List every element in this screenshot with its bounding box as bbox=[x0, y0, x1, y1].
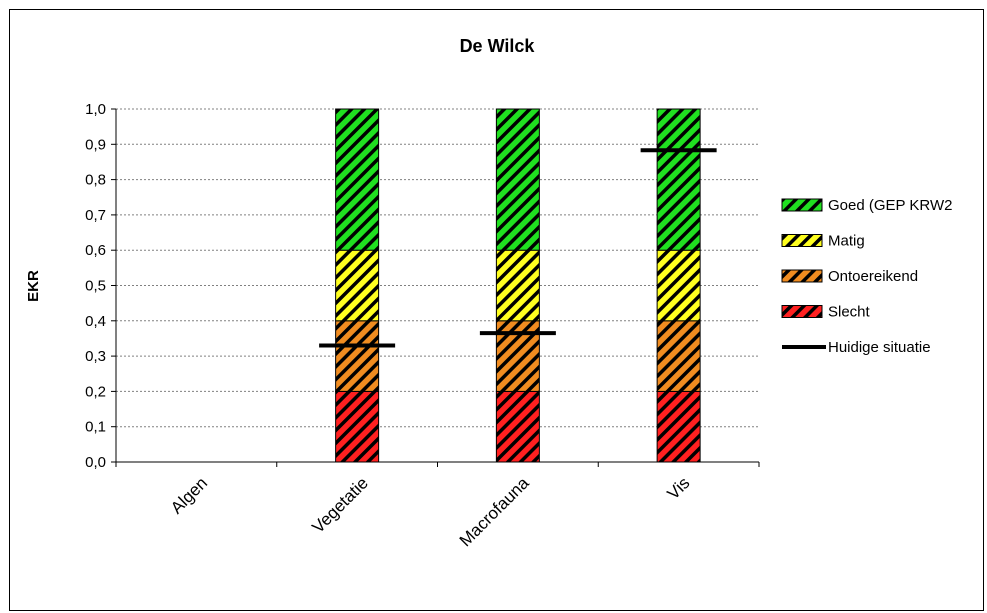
y-tick-label: 0,1 bbox=[85, 419, 106, 436]
y-tick-label: 0,9 bbox=[85, 136, 106, 153]
y-tick-label: 0,5 bbox=[85, 278, 106, 295]
legend: Goed (GEP KRW2 Matig Ontoereikend Slecht Hui… bbox=[781, 197, 953, 356]
legend-swatch bbox=[781, 234, 823, 247]
x-tick-label: Vegetatie bbox=[308, 473, 372, 537]
y-axis-label: EKR bbox=[25, 270, 42, 302]
bar-segment-slecht-vis bbox=[656, 390, 701, 463]
bar-segment-matig-macrofauna bbox=[495, 249, 540, 322]
legend-item: Huidige situatie bbox=[782, 339, 931, 356]
x-tick-labels: Algen Vegetatie Macrofauna Vis bbox=[167, 473, 693, 550]
x-tick-label: Algen bbox=[167, 473, 211, 517]
bar-segment-ontoereikend-vis bbox=[656, 320, 701, 392]
legend-swatch bbox=[781, 198, 823, 212]
chart-title: De Wilck bbox=[460, 36, 536, 56]
y-tick-label: 1,0 bbox=[85, 101, 106, 118]
legend-label: Huidige situatie bbox=[828, 339, 931, 356]
legend-swatch bbox=[781, 305, 823, 318]
bar-segment-goed-gep-krw2-vegetatie bbox=[335, 108, 380, 251]
y-tick-label: 0,3 bbox=[85, 348, 106, 365]
gridlines bbox=[116, 108, 759, 428]
legend-label: Matig bbox=[828, 233, 865, 250]
y-tick-label: 0,8 bbox=[85, 172, 106, 189]
x-tick-label: Vis bbox=[664, 473, 694, 503]
bar-segment-goed-gep-krw2-vis bbox=[656, 108, 701, 251]
legend-item: Matig bbox=[781, 233, 865, 250]
legend-label: Ontoereikend bbox=[828, 268, 918, 285]
bar-segment-slecht-macrofauna bbox=[495, 390, 540, 463]
y-tick-label: 0,0 bbox=[85, 454, 106, 471]
axes bbox=[111, 108, 760, 467]
current-situation-markers bbox=[319, 148, 717, 348]
legend-swatch bbox=[781, 269, 823, 283]
legend-label: Slecht bbox=[828, 304, 871, 321]
y-tick-label: 0,6 bbox=[85, 242, 106, 259]
x-tick-label: Macrofauna bbox=[456, 473, 533, 550]
y-tick-label: 0,7 bbox=[85, 207, 106, 224]
y-tick-label: 0,2 bbox=[85, 383, 106, 400]
y-tick-labels: 0,0 0,1 0,2 0,3 0,4 0,5 0,6 0,7 0,8 0,9 1,0 bbox=[85, 101, 106, 471]
y-tick-label: 0,4 bbox=[85, 313, 106, 330]
legend-item: Goed (GEP KRW2 bbox=[781, 197, 953, 214]
legend-item: Ontoereikend bbox=[781, 268, 918, 285]
bar-segment-matig-vis bbox=[656, 249, 701, 322]
bar-segment-matig-vegetatie bbox=[335, 249, 380, 322]
bars bbox=[335, 108, 701, 463]
bar-segment-slecht-vegetatie bbox=[335, 390, 380, 463]
bar-segment-goed-gep-krw2-macrofauna bbox=[495, 108, 540, 251]
bar-segment-ontoereikend-vegetatie bbox=[335, 320, 380, 392]
legend-label: Goed (GEP KRW2 bbox=[828, 197, 953, 214]
legend-item: Slecht bbox=[781, 304, 871, 321]
